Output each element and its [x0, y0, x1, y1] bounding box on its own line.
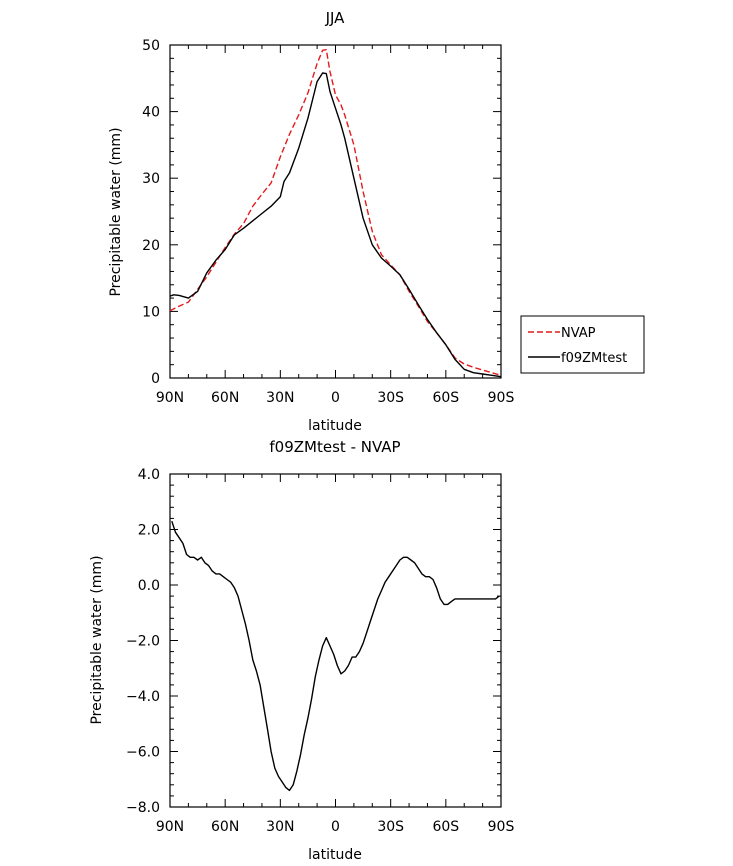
- top-x-tick-label: 90N: [156, 390, 184, 406]
- top-series-line-nvap: [169, 49, 502, 376]
- top-legend: NVAP f09ZMtest: [520, 315, 645, 374]
- bottom-x-axis-title: latitude: [308, 847, 362, 863]
- bottom-y-tick-label: −6.0: [126, 745, 160, 761]
- bottom-x-tick-label: 60N: [211, 819, 239, 835]
- top-x-tick-label: 30N: [266, 390, 294, 406]
- top-y-tick-label: 50: [142, 38, 160, 54]
- top-y-tick-label: 10: [142, 304, 160, 320]
- bottom-chart-title: f09ZMtest - NVAP: [269, 438, 400, 456]
- legend-box: [520, 315, 645, 374]
- top-y-tick-label: 30: [142, 171, 160, 187]
- bottom-x-tick-label: 90N: [156, 819, 184, 835]
- bottom-y-tick-label: −2.0: [126, 634, 160, 650]
- bottom-x-tick-label: 30N: [266, 819, 294, 835]
- bottom-y-tick-label: 2.0: [138, 523, 160, 539]
- bottom-x-tick-label: 90S: [488, 819, 515, 835]
- legend-label-f09zmtest: f09ZMtest: [561, 351, 627, 366]
- top-x-tick-label: 30S: [377, 390, 404, 406]
- legend-label-nvap: NVAP: [561, 326, 596, 341]
- top-panel: JJA 90N 60N 30N 0 30S 60S 90S 0 10 20 30 40 50 lati…: [108, 9, 645, 434]
- bottom-x-ticks: 90N 60N 30N 0 30S 60S 90S: [156, 474, 515, 835]
- bottom-x-tick-label: 60S: [432, 819, 459, 835]
- top-x-tick-label: 60N: [211, 390, 239, 406]
- bottom-plot-frame: [169, 473, 502, 808]
- top-y-tick-label: 0: [151, 371, 160, 387]
- top-series-line-f09zmtest: [169, 72, 502, 378]
- top-plot-frame: [169, 44, 502, 379]
- bottom-series-line-difference: [171, 520, 500, 792]
- top-x-tick-label: 60S: [432, 390, 459, 406]
- top-y-axis-title: Precipitable water (mm): [108, 127, 124, 296]
- top-y-tick-label: 40: [142, 105, 160, 121]
- bottom-y-ticks: 4.0 2.0 0.0 −2.0 −4.0 −6.0 −8.0: [126, 467, 501, 816]
- top-x-tick-label: 0: [331, 390, 340, 406]
- top-chart-title: JJA: [325, 9, 346, 27]
- top-x-axis-title: latitude: [308, 418, 362, 434]
- bottom-y-tick-label: 0.0: [138, 578, 160, 594]
- bottom-y-axis-title: Precipitable water (mm): [89, 555, 105, 724]
- bottom-series-lines: [171, 520, 500, 792]
- bottom-y-tick-label: −4.0: [126, 689, 160, 705]
- top-x-tick-label: 90S: [488, 390, 515, 406]
- top-y-ticks: 0 10 20 30 40 50: [142, 38, 501, 387]
- bottom-y-tick-label: 4.0: [138, 467, 160, 483]
- bottom-panel: f09ZMtest - NVAP 90N 60N 30N 0 30S 60S 90S 4.0…: [89, 438, 514, 863]
- bottom-y-tick-label: −8.0: [126, 800, 160, 816]
- bottom-x-tick-label: 0: [331, 819, 340, 835]
- top-y-tick-label: 20: [142, 238, 160, 254]
- top-x-ticks: 90N 60N 30N 0 30S 60S 90S: [156, 45, 515, 406]
- bottom-x-tick-label: 30S: [377, 819, 404, 835]
- top-series-lines: [169, 49, 502, 378]
